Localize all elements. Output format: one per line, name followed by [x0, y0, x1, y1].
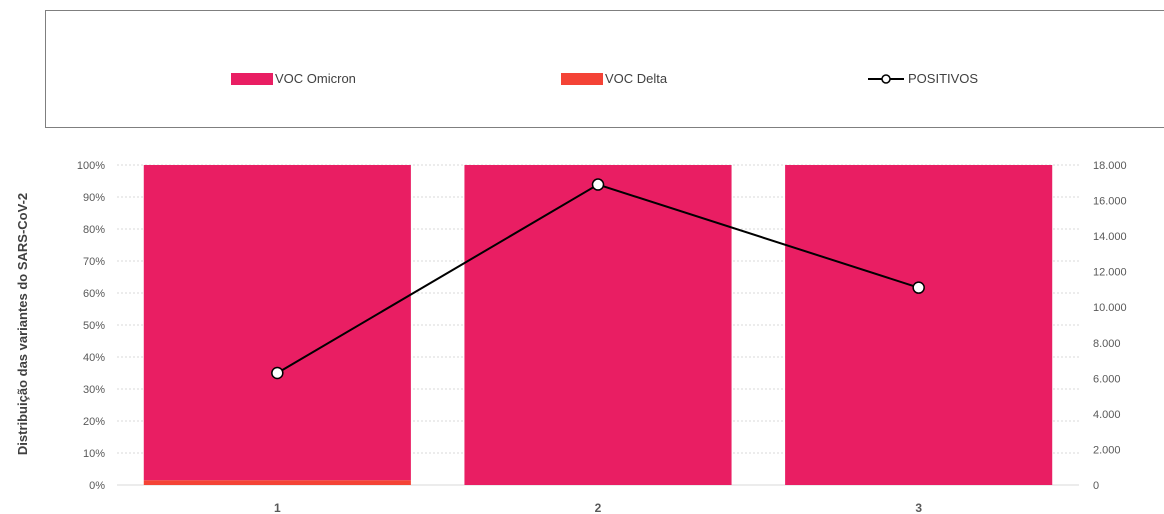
- legend-swatch-omicron: [231, 72, 273, 85]
- bars: [143, 165, 1053, 485]
- bar-omicron: [143, 165, 411, 481]
- legend-line-marker-icon: [868, 73, 904, 84]
- positivos-line: [271, 178, 925, 380]
- legend-label-positivos: POSITIVOS: [908, 71, 979, 86]
- right-tick-label: 2.000: [1093, 444, 1121, 456]
- left-tick-label: 30%: [83, 384, 105, 396]
- right-tick-label: 6.000: [1093, 373, 1121, 385]
- positivos-point: [591, 178, 605, 191]
- y-axis-label: Distribuição das variantes do SARS-CoV-2: [15, 193, 30, 455]
- x-axis-ticks: 1 2 3: [274, 501, 922, 514]
- positivos-point: [271, 366, 284, 380]
- right-tick-label: 16.000: [1093, 196, 1127, 208]
- left-tick-label: 60%: [83, 288, 105, 300]
- left-tick-label: 10%: [83, 448, 105, 460]
- x-tick-label: 2: [595, 501, 602, 514]
- right-tick-label: 14.000: [1093, 231, 1127, 243]
- left-tick-label: 90%: [83, 192, 105, 204]
- right-tick-label: 8.000: [1093, 338, 1121, 350]
- left-tick-label: 70%: [83, 256, 105, 268]
- legend-item-delta: VOC Delta: [561, 71, 667, 86]
- right-tick-label: 0: [1093, 480, 1099, 492]
- legend-item-positivos: POSITIVOS: [868, 71, 978, 86]
- legend: VOC Omicron VOC Delta POSITIVOS: [45, 10, 1164, 128]
- legend-label-delta: VOC Delta: [605, 71, 668, 86]
- right-tick-label: 12.000: [1093, 267, 1127, 279]
- x-tick-label: 3: [915, 501, 922, 514]
- right-tick-label: 4.000: [1093, 409, 1121, 421]
- left-tick-label: 40%: [83, 352, 105, 364]
- x-tick-label: 1: [274, 501, 281, 514]
- legend-item-omicron: VOC Omicron: [231, 71, 356, 86]
- left-tick-label: 50%: [83, 320, 105, 332]
- positivos-point: [912, 281, 925, 294]
- right-tick-label: 10.000: [1093, 302, 1127, 314]
- bar-omicron: [464, 165, 732, 485]
- left-axis-ticks: 0% 10% 20% 30% 40% 50% 60% 70% 80% 90% 100%: [77, 160, 105, 492]
- left-tick-label: 20%: [83, 416, 105, 428]
- legend-swatch-delta: [561, 72, 603, 85]
- right-tick-label: 18.000: [1093, 160, 1127, 172]
- left-tick-label: 80%: [83, 224, 105, 236]
- bar-delta: [143, 480, 411, 485]
- bar-omicron: [785, 165, 1053, 485]
- right-axis-ticks: 0 2.000 4.000 6.000 8.000 10.000 12.000 14.000 1…: [1093, 160, 1127, 492]
- legend-label-omicron: VOC Omicron: [275, 71, 356, 86]
- left-tick-label: 100%: [77, 160, 105, 172]
- left-tick-label: 0%: [89, 480, 105, 492]
